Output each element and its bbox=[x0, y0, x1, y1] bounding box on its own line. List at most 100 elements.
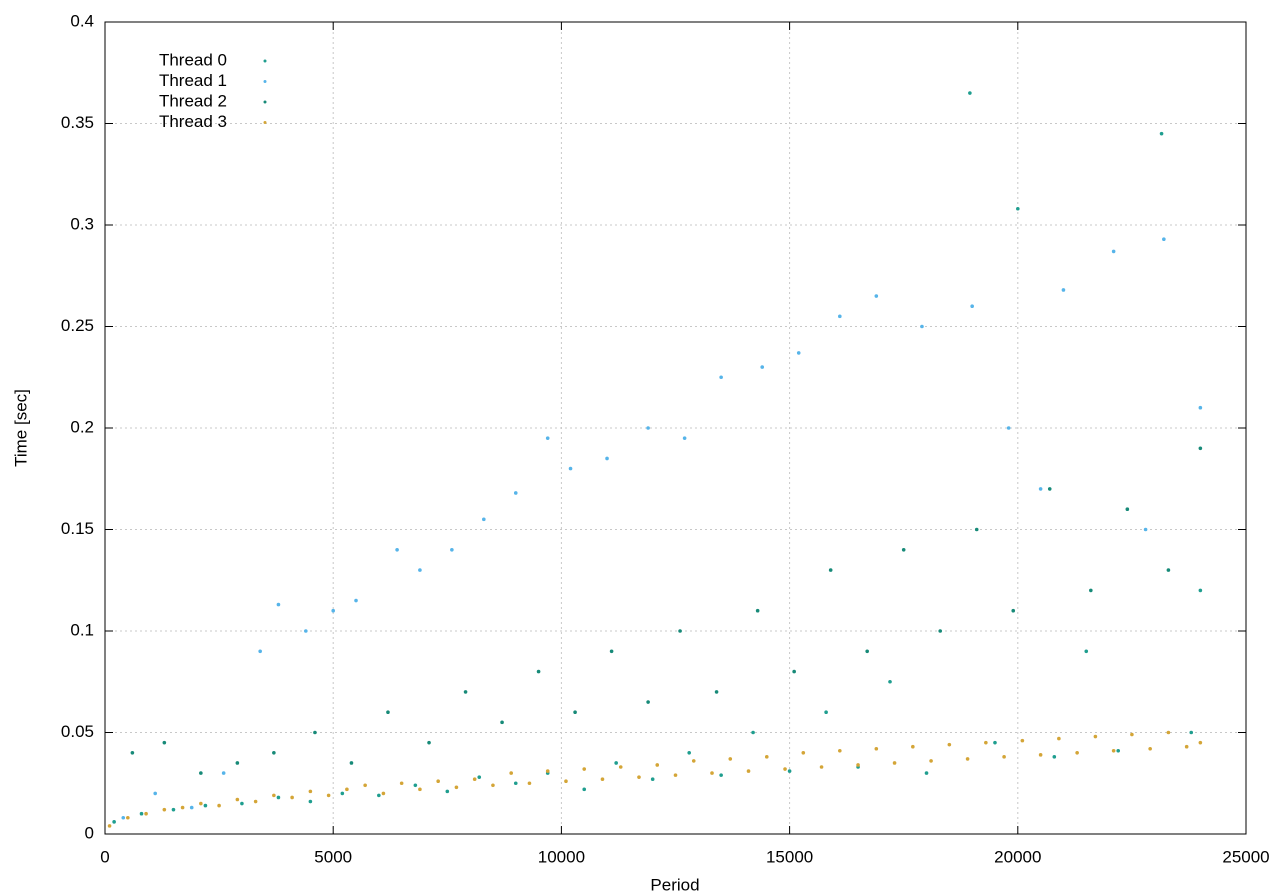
data-point bbox=[418, 568, 422, 572]
data-point bbox=[655, 763, 660, 767]
data-point bbox=[235, 761, 240, 765]
data-point bbox=[126, 815, 130, 820]
data-point bbox=[901, 548, 906, 552]
data-point bbox=[929, 759, 933, 763]
data-point bbox=[304, 629, 308, 633]
data-point bbox=[1002, 755, 1006, 759]
data-point bbox=[819, 765, 824, 769]
y-tick-label: 0.15 bbox=[61, 519, 94, 538]
data-point bbox=[691, 759, 696, 763]
data-point bbox=[1125, 507, 1130, 512]
data-point bbox=[1020, 738, 1025, 743]
data-point bbox=[253, 799, 258, 804]
data-point bbox=[153, 791, 158, 796]
data-point bbox=[545, 436, 550, 440]
data-point bbox=[413, 783, 418, 788]
data-point bbox=[1148, 746, 1152, 751]
data-point bbox=[1189, 730, 1194, 735]
data-point bbox=[1038, 487, 1043, 491]
data-point bbox=[180, 805, 185, 810]
data-point bbox=[418, 787, 422, 792]
data-point bbox=[637, 775, 641, 779]
data-point bbox=[436, 779, 440, 784]
y-tick-label: 0.35 bbox=[61, 113, 94, 132]
data-point bbox=[650, 777, 655, 781]
legend-marker bbox=[263, 121, 267, 124]
data-point bbox=[646, 426, 650, 430]
data-point bbox=[1111, 748, 1116, 753]
data-point bbox=[139, 811, 144, 816]
legend-marker bbox=[263, 100, 267, 104]
y-axis-label: Time [sec] bbox=[11, 389, 30, 467]
data-point bbox=[500, 720, 504, 725]
data-point bbox=[710, 771, 714, 775]
data-point bbox=[276, 795, 281, 800]
data-point bbox=[888, 679, 892, 684]
data-point bbox=[801, 751, 806, 755]
data-point bbox=[171, 807, 176, 812]
data-point bbox=[605, 456, 609, 461]
data-point bbox=[331, 608, 336, 613]
data-point bbox=[993, 740, 997, 745]
data-point bbox=[792, 669, 796, 674]
data-point bbox=[582, 787, 587, 792]
data-point bbox=[1075, 751, 1079, 755]
data-point bbox=[427, 740, 431, 745]
data-point bbox=[203, 803, 208, 808]
data-point bbox=[968, 91, 972, 95]
data-point bbox=[751, 730, 755, 735]
data-point bbox=[381, 791, 386, 796]
data-point bbox=[1162, 237, 1166, 242]
data-point bbox=[746, 769, 751, 773]
data-point bbox=[719, 773, 723, 777]
x-tick-label: 0 bbox=[100, 847, 109, 866]
y-tick-label: 0.4 bbox=[70, 11, 94, 30]
data-point bbox=[217, 803, 221, 808]
data-point bbox=[340, 791, 345, 796]
data-point bbox=[308, 789, 313, 794]
plot-border bbox=[104, 21, 1247, 835]
x-tick-label: 20000 bbox=[994, 847, 1041, 866]
data-point bbox=[1198, 740, 1203, 745]
data-point bbox=[272, 793, 276, 798]
data-point bbox=[714, 690, 719, 694]
data-point bbox=[1084, 649, 1089, 654]
data-point bbox=[349, 761, 354, 765]
data-point bbox=[974, 527, 979, 532]
data-point bbox=[1198, 588, 1203, 593]
data-point bbox=[326, 793, 331, 798]
data-point bbox=[308, 799, 313, 804]
data-point bbox=[1038, 753, 1043, 757]
x-tick-label: 10000 bbox=[538, 847, 585, 866]
data-point bbox=[938, 629, 943, 633]
data-point bbox=[764, 755, 769, 759]
y-tick-label: 0.05 bbox=[61, 722, 94, 741]
data-point bbox=[472, 777, 477, 781]
data-point bbox=[189, 805, 194, 810]
data-point bbox=[678, 629, 682, 633]
data-point bbox=[728, 757, 733, 761]
data-point bbox=[682, 436, 687, 440]
y-tick-label: 0.3 bbox=[70, 214, 94, 233]
data-point bbox=[673, 773, 678, 777]
data-point bbox=[965, 757, 970, 761]
data-point bbox=[600, 777, 605, 781]
data-point bbox=[947, 742, 952, 747]
data-point bbox=[1089, 588, 1093, 593]
data-point bbox=[1061, 288, 1066, 292]
x-tick-label: 15000 bbox=[766, 847, 813, 866]
data-point bbox=[564, 779, 568, 784]
data-point bbox=[345, 787, 349, 792]
data-point bbox=[614, 761, 618, 765]
data-point bbox=[536, 669, 541, 674]
data-point bbox=[513, 781, 518, 786]
data-point bbox=[618, 765, 623, 769]
data-point bbox=[1016, 206, 1020, 211]
data-point bbox=[1093, 734, 1098, 739]
data-point bbox=[646, 700, 650, 704]
data-point bbox=[1052, 755, 1057, 759]
data-point bbox=[1011, 608, 1016, 613]
data-point bbox=[527, 781, 532, 786]
data-point bbox=[144, 811, 148, 816]
